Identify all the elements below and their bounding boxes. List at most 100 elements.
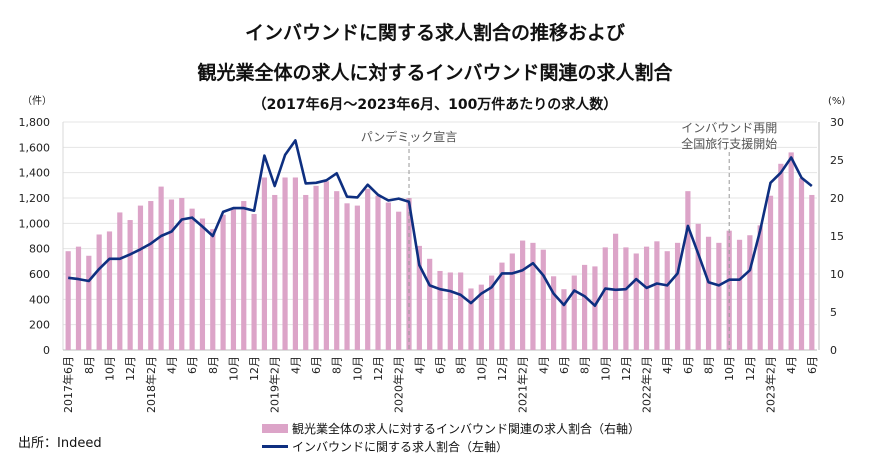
x-tick-label: 2022年2月	[640, 356, 654, 413]
bar-2019-11	[365, 188, 371, 350]
x-tick-label: 10月	[103, 356, 116, 381]
x-tick-label: 6月	[186, 356, 199, 374]
right-tick-label: 0	[830, 344, 837, 357]
x-tick-label: 10月	[351, 356, 364, 381]
bar-2022-09	[716, 242, 722, 350]
x-tick-label: 6月	[806, 356, 819, 374]
x-tick-label: 2019年2月	[268, 356, 282, 413]
bar-2021-05	[551, 276, 557, 350]
chart-title-line1: インバウンドに関する求人割合の推移および	[244, 22, 625, 44]
x-tick-label: 8月	[83, 356, 96, 374]
x-tick-label: 12月	[744, 356, 757, 381]
bar-2018-03	[158, 186, 164, 350]
bar-2018-12	[251, 213, 257, 350]
bar-2023-04	[788, 152, 794, 350]
x-tick-label: 6月	[682, 356, 695, 374]
x-tick-label: 12月	[124, 356, 137, 381]
bar-2019-01	[261, 177, 268, 350]
bar-2019-06	[313, 185, 319, 350]
bar-2023-06	[809, 194, 815, 350]
x-tick-label: 10月	[475, 356, 488, 381]
bar-2017-08	[86, 255, 92, 350]
bar-2020-06	[437, 270, 443, 350]
x-tick-label: 12月	[620, 356, 633, 381]
bar-2021-09	[592, 266, 598, 350]
left-axis-unit: （件）	[22, 95, 52, 107]
bar-2018-05	[179, 198, 185, 350]
bar-2019-05	[303, 194, 309, 350]
x-tick-label: 2017年6月	[61, 356, 75, 413]
bar-2017-09	[96, 234, 102, 350]
bar-2022-07	[695, 223, 701, 350]
bar-2017-11	[117, 212, 123, 350]
bar-2022-12	[747, 235, 753, 350]
bar-2019-10	[354, 205, 360, 350]
bar-2022-02	[643, 246, 650, 350]
bar-2021-01	[509, 253, 515, 350]
bar-2021-02	[520, 240, 526, 350]
left-tick-label: 400	[29, 293, 50, 306]
left-tick-label: 1,200	[19, 192, 51, 205]
x-tick-label: 10月	[723, 356, 736, 381]
x-tick-label: 8月	[455, 356, 468, 374]
left-tick-label: 0	[43, 344, 50, 357]
bar-2022-06	[685, 191, 691, 350]
x-tick-label: 6月	[434, 356, 447, 374]
bar-2020-03	[406, 198, 412, 350]
bar-2021-08	[582, 264, 588, 350]
x-tick-label: 2021年2月	[516, 356, 530, 413]
left-tick-label: 200	[29, 319, 50, 332]
bar-2019-07	[323, 181, 329, 350]
right-tick-label: 25	[830, 154, 844, 167]
bar-2022-08	[705, 236, 712, 350]
x-tick-label: 2020年2月	[392, 356, 406, 413]
bar-2021-04	[540, 249, 546, 350]
x-tick-label: 6月	[310, 356, 323, 374]
bar-2021-10	[602, 247, 608, 350]
legend-item-bar: 観光業全体の求人に対するインバウンド関連の求人割合（右軸）	[262, 420, 640, 437]
x-tick-label: 4月	[413, 356, 426, 374]
x-tick-label: 6月	[558, 356, 571, 374]
annotation-label: 全国旅行支援開始	[681, 136, 777, 151]
bar-2022-11	[736, 239, 743, 350]
chart-subtitle: （2017年6月～2023年6月、100万件あたりの求人数）	[252, 97, 618, 113]
bar-2020-04	[416, 245, 422, 350]
bar-2018-10	[230, 209, 237, 350]
bar-2019-09	[344, 203, 350, 350]
bar-2020-09	[468, 288, 474, 350]
x-tick-label: 8月	[207, 356, 220, 374]
x-tick-label: 10月	[599, 356, 612, 381]
bar-2017-10	[106, 231, 113, 350]
right-tick-label: 10	[830, 268, 844, 281]
legend-label-line: インバウンドに関する求人割合（左軸）	[292, 440, 509, 454]
bar-2019-02	[272, 194, 278, 350]
x-tick-label: 4月	[537, 356, 550, 374]
chart-title-line2: 観光業全体の求人に対するインバウンド関連の求人割合	[197, 62, 673, 84]
legend-label-bar: 観光業全体の求人に対するインバウンド関連の求人割合（右軸）	[292, 422, 641, 436]
bar-2021-07	[571, 275, 577, 350]
bar-2019-04	[292, 177, 298, 350]
bar-2023-01	[757, 225, 763, 350]
x-tick-label: 10月	[227, 356, 240, 381]
x-tick-label: 2018年2月	[144, 356, 158, 413]
bar-2020-07	[447, 272, 453, 350]
bar-2018-08	[210, 229, 216, 350]
bar-2022-01	[633, 253, 639, 350]
right-axis-unit: (%)	[828, 96, 845, 107]
right-tick-label: 30	[830, 116, 844, 129]
right-tick-label: 5	[830, 306, 837, 319]
x-tick-label: 4月	[785, 356, 798, 374]
x-tick-label: 8月	[703, 356, 716, 374]
legend-item-line: インバウンドに関する求人割合（左軸）	[262, 438, 508, 455]
bar-2021-06	[561, 289, 567, 350]
bar-2020-05	[427, 258, 433, 350]
bar-2020-01	[385, 202, 391, 350]
bar-2018-11	[241, 201, 247, 350]
left-tick-label: 1,800	[19, 116, 51, 129]
annotation-label: パンデミック宣言	[361, 129, 458, 144]
left-tick-label: 1,000	[19, 217, 51, 230]
bar-2020-12	[499, 262, 505, 350]
left-tick-label: 600	[29, 268, 50, 281]
x-tick-label: 8月	[579, 356, 592, 374]
